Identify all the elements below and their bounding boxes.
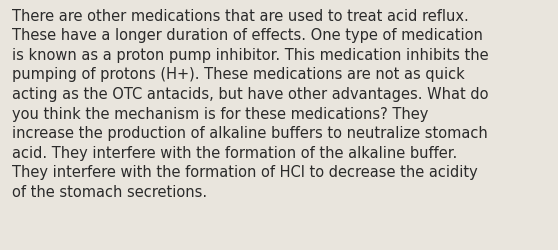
- Text: There are other medications that are used to treat acid reflux.
These have a lon: There are other medications that are use…: [12, 9, 489, 199]
